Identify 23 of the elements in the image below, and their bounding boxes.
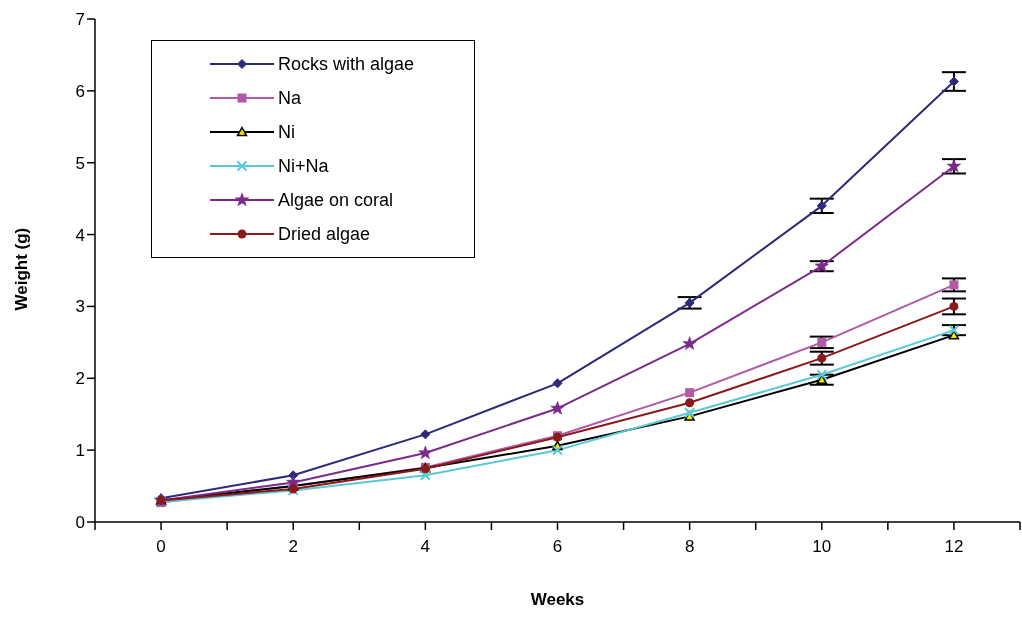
legend-label: Dried algae: [278, 223, 371, 245]
y-tick-label: 5: [75, 153, 85, 173]
x-tick-label: 6: [552, 537, 563, 557]
y-tick-label: 0: [75, 513, 85, 533]
y-tick-label: 3: [75, 297, 85, 317]
y-tick-label: 4: [75, 225, 85, 245]
legend-label: Rocks with algae: [278, 53, 415, 75]
x-tick-label: 4: [420, 537, 431, 557]
x-tick-label: 12: [944, 537, 964, 557]
y-axis-title: Weight (g): [12, 227, 32, 311]
legend-label: Algae on coral: [278, 189, 394, 211]
x-tick-label: 8: [684, 537, 695, 557]
x-tick-label: 10: [812, 537, 832, 557]
legend-label: Na: [278, 87, 302, 109]
x-tick-label: 2: [288, 537, 298, 557]
x-axis-title: Weeks: [530, 590, 585, 609]
y-tick-label: 1: [75, 441, 85, 461]
legend-label: Ni+Na: [278, 155, 329, 177]
y-tick-label: 6: [75, 81, 85, 101]
legend-label: Ni: [278, 121, 295, 143]
y-tick-label: 2: [75, 369, 85, 389]
y-tick-label: 7: [75, 10, 85, 30]
x-tick-label: 0: [156, 537, 166, 557]
